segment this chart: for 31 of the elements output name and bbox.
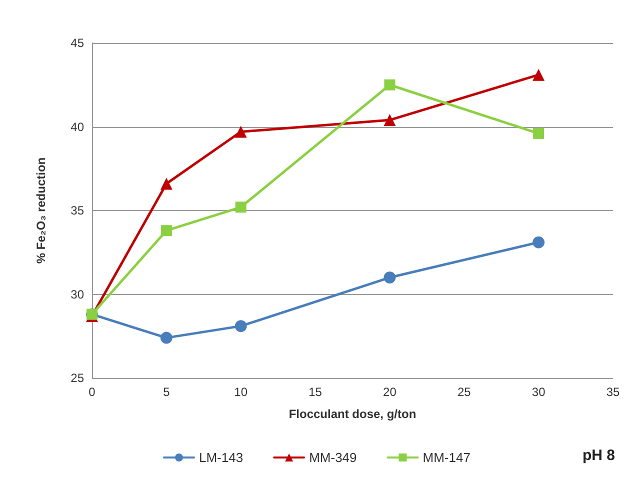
point xyxy=(234,320,247,332)
point xyxy=(234,126,247,138)
point xyxy=(532,68,545,81)
y-tick-label: 45 xyxy=(70,36,84,50)
x-tick-label: 10 xyxy=(234,385,248,399)
point xyxy=(384,272,396,284)
point xyxy=(160,178,172,190)
point xyxy=(235,202,246,213)
point xyxy=(532,236,545,248)
point xyxy=(533,128,544,139)
x-tick-label: 5 xyxy=(163,385,170,399)
x-tick-label: 25 xyxy=(457,385,472,399)
y-tick-label: 30 xyxy=(70,287,84,302)
x-axis-title: Flocculant dose, g/ton xyxy=(288,407,416,421)
legend-label: MM-147 xyxy=(422,450,470,465)
point xyxy=(384,79,396,90)
legend-label: LM-143 xyxy=(199,450,244,465)
x-tick-label: 0 xyxy=(88,385,96,399)
point xyxy=(384,114,396,126)
point xyxy=(160,332,172,344)
point xyxy=(160,225,172,236)
x-tick-label: 35 xyxy=(606,385,620,399)
text: pH 8 xyxy=(582,447,616,464)
y-axis-title: % Fe₂O₃ reduction xyxy=(34,157,48,264)
legend-label: MM-349 xyxy=(309,450,357,465)
x-tick-label: 20 xyxy=(383,385,397,399)
x-tick-label: 15 xyxy=(308,385,322,399)
y-tick-label: 40 xyxy=(70,120,84,134)
y-tick-label: 25 xyxy=(70,371,84,385)
x-tick-label: 30 xyxy=(532,385,546,399)
y-tick-label: 35 xyxy=(70,204,84,218)
